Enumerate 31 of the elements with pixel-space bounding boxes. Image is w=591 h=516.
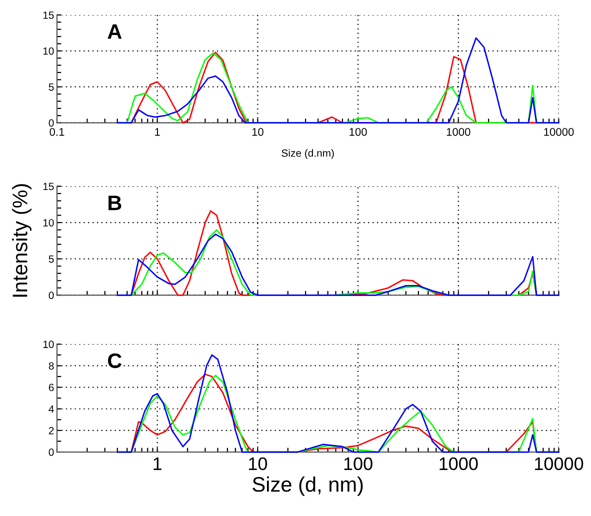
y-tick-label: 0: [48, 292, 54, 300]
annotation: B: [108, 196, 122, 210]
x-axis-title: Size (d.nm): [282, 149, 334, 159]
y-tick-label: 4: [48, 405, 54, 413]
x-tick-label: 10000: [544, 128, 574, 136]
x-tick-label: 10000: [535, 457, 584, 470]
y-tick-label: 5: [48, 83, 54, 91]
y-tick-label: 10: [43, 340, 54, 348]
x-tick-label: 1: [154, 458, 162, 470]
y-tick-label: 0: [48, 119, 54, 127]
x-tick-label: 10: [249, 457, 268, 470]
y-axis-title: Intensity (%): [12, 184, 32, 297]
y-tick-label: 5: [48, 255, 54, 263]
x-tick-label: 100: [344, 457, 372, 470]
y-tick-label: 0: [48, 448, 54, 456]
annotation: C: [108, 353, 122, 368]
x-tick-label: 1000: [446, 128, 470, 136]
x-tick-label: 0.1: [50, 128, 64, 136]
annotation: A: [108, 24, 122, 39]
y-tick-label: 10: [43, 219, 54, 226]
x-tick-label: 10: [252, 128, 264, 136]
x-tick-label: 1000: [440, 457, 478, 470]
x-tick-label: 100: [350, 128, 367, 136]
y-tick-label: 2: [48, 426, 54, 434]
y-tick-label: 8: [48, 362, 54, 370]
y-tick-label: 15: [43, 182, 54, 190]
y-tick-label: 15: [43, 12, 54, 19]
y-tick-label: 6: [48, 384, 54, 392]
x-axis-title: Size (d, nm): [252, 476, 363, 496]
x-tick-label: 1: [155, 128, 160, 136]
y-tick-label: 10: [43, 47, 54, 55]
